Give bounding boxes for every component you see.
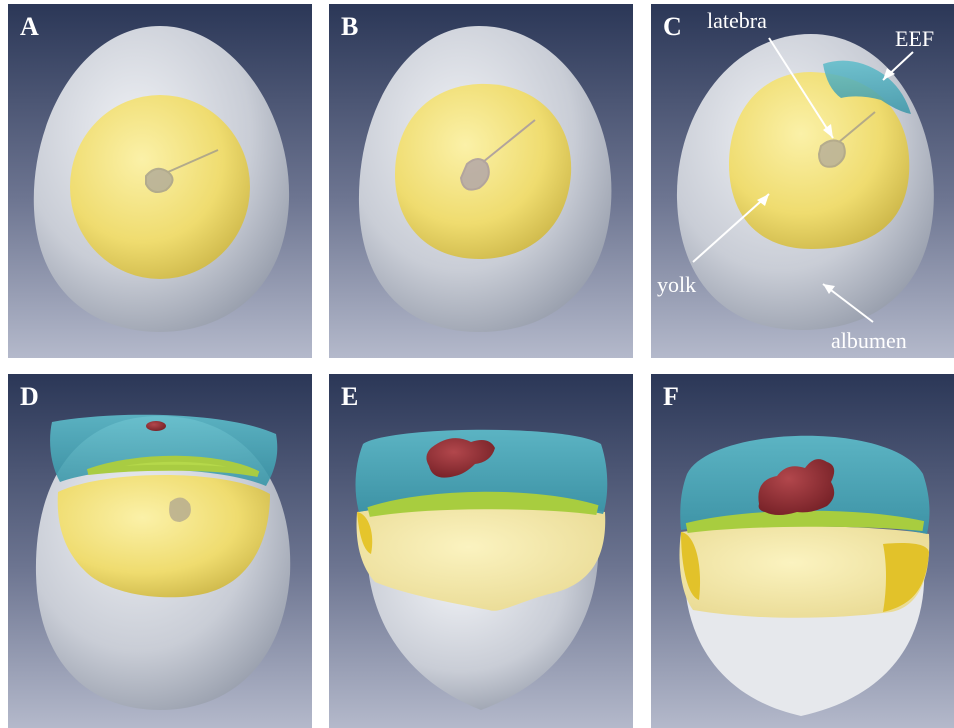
panel-label-f: F: [663, 382, 679, 411]
embryo-shape: [146, 421, 166, 431]
eef-shape: [355, 429, 608, 514]
latebra-shape: [459, 119, 536, 191]
panel-d: D: [8, 374, 312, 728]
annotation-yolk: yolk: [657, 272, 697, 297]
panel-label-c: C: [663, 12, 682, 41]
egg-render-c: [651, 4, 954, 358]
panel-label-d: D: [20, 382, 39, 411]
panel-a: A: [8, 4, 312, 358]
annotation-latebra: latebra: [707, 8, 767, 33]
panel-e: E: [329, 374, 633, 728]
membrane-green-shape: [86, 455, 260, 477]
yolk-arrowhead: [757, 194, 769, 206]
yolk-edge-shape: [357, 512, 373, 554]
latebra-arrowhead: [823, 124, 833, 138]
egg-render-f: [651, 374, 954, 728]
panel-c: C latebra EEF yolk albumen: [651, 4, 954, 358]
annotation-albumen: albumen: [831, 328, 907, 353]
latebra-arrow: [768, 37, 834, 139]
panel-label-b: B: [341, 12, 359, 41]
egg-render-e: [329, 374, 633, 728]
panel-b: B: [329, 4, 633, 358]
yolk-shape: [679, 526, 930, 618]
albumen-arrowhead: [823, 284, 835, 294]
panel-f: F: [651, 374, 954, 728]
membrane-green-shape: [685, 510, 925, 533]
yolk-edge-left: [681, 532, 701, 600]
embryo-shape: [426, 438, 495, 478]
yolk-arrow: [692, 193, 770, 263]
annotation-eef: EEF: [895, 26, 935, 51]
yolk-shape: [57, 474, 271, 598]
yolk-edge-right: [883, 542, 929, 612]
latebra-shape: [145, 149, 219, 193]
egg-render-b: [329, 4, 633, 358]
embryo-shape: [758, 459, 835, 515]
eef-shape: [823, 60, 911, 114]
egg-render-d: [8, 374, 312, 728]
membrane-green-shape: [367, 491, 599, 517]
latebra-shape: [817, 111, 876, 168]
eef-arrowhead: [883, 68, 895, 80]
latebra-shape: [169, 497, 191, 522]
yolk-shape: [356, 504, 606, 611]
egg-render-a: [8, 4, 312, 358]
panel-label-e: E: [341, 382, 359, 411]
panel-label-a: A: [20, 12, 39, 41]
